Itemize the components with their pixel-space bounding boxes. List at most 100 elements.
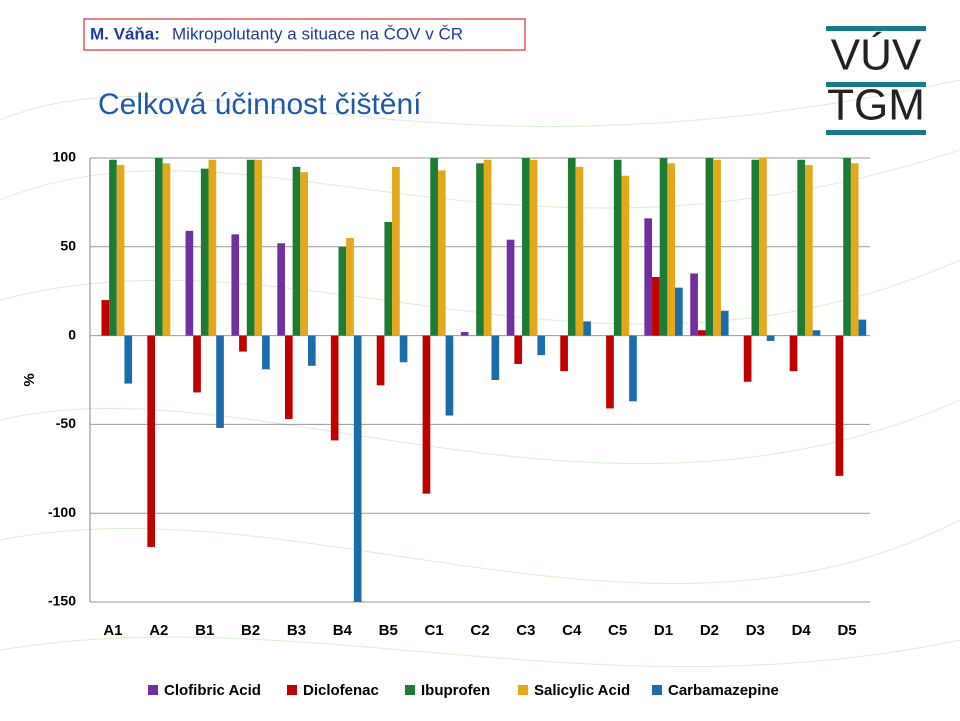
logo-text: VÚV [831,31,922,80]
x-tick-label: A1 [103,622,122,639]
bar [353,335,362,602]
x-tick-label: C2 [470,622,489,639]
bar [307,335,316,366]
bar [330,335,339,441]
bar [216,335,224,428]
bar [147,335,155,547]
bar [254,159,263,336]
legend-swatch [287,685,297,695]
y-tick-label: -50 [56,415,76,431]
legend-label: Ibuprofen [421,682,490,699]
bar [613,159,622,336]
bar [346,237,354,336]
bar [537,335,546,356]
bar [109,159,117,336]
bar [805,165,813,336]
bar [560,335,568,372]
bar [124,335,133,384]
y-tick-label: 50 [60,238,76,254]
x-tick-label: C1 [425,622,444,639]
y-tick-label: 100 [53,149,77,165]
bar [491,335,500,380]
bar [766,335,775,341]
x-tick-label: B5 [379,622,398,639]
bar [116,165,125,336]
author: M. Váňa: [90,24,160,43]
bar [300,172,308,336]
x-tick-label: D1 [654,622,673,639]
legend-swatch [518,685,528,695]
x-tick-label: D4 [792,622,812,639]
x-tick-label: D2 [700,622,719,639]
bar [422,335,431,494]
bar [185,230,194,336]
legend-swatch [652,685,662,695]
bar [529,159,538,336]
bar [713,159,721,336]
x-tick-label: C4 [562,622,582,639]
bar [583,321,591,336]
bar [445,335,454,416]
bar [835,335,844,476]
bar [697,330,706,336]
bar [522,158,530,336]
x-tick-label: C5 [608,622,627,639]
header-box [83,18,526,51]
bar [705,158,714,336]
bar [231,234,240,336]
legend-label: Carbamazepine [668,682,779,699]
chart-title: Celková účinnost čištění [98,88,422,121]
bar [759,158,767,336]
bar [277,243,285,336]
bar [262,335,270,370]
bar [843,158,851,336]
bar [101,300,110,336]
logo-text: TGM [827,81,925,130]
bar [621,175,630,336]
bar [575,166,584,336]
x-tick-label: D3 [746,622,765,639]
x-tick-label: C3 [516,622,535,639]
bar [567,158,576,336]
legend-swatch [405,685,415,695]
logo-bar [826,26,926,31]
y-axis-label: % [21,373,38,386]
bar [292,166,301,336]
bar [659,158,668,336]
y-tick-label: -100 [48,504,76,520]
bar [338,246,347,336]
bar [246,159,255,336]
bar [154,158,163,336]
bar [797,159,806,336]
logo-bar [826,130,926,135]
bar [751,159,760,336]
bar [392,166,400,336]
bar [858,319,867,336]
bar [667,163,676,336]
bar [460,332,469,336]
x-tick-label: D5 [837,622,856,639]
bar [652,276,660,336]
bar [483,159,492,336]
bar [193,335,201,393]
bar [789,335,798,372]
bar [506,239,515,336]
bar [644,218,653,336]
bar [384,221,393,336]
legend-label: Clofibric Acid [164,682,261,699]
legend-label: Diclofenac [303,682,379,699]
bar [629,335,637,402]
bar [514,335,523,365]
x-tick-label: A2 [149,622,168,639]
y-tick-label: 0 [68,326,76,342]
x-tick-label: B4 [333,622,353,639]
bar [690,273,698,336]
bar [399,335,408,363]
bar [162,163,171,336]
bar [430,158,438,336]
logo-bar [826,82,926,87]
bar [743,335,752,382]
x-tick-label: B2 [241,622,260,639]
legend-swatch [148,685,158,695]
